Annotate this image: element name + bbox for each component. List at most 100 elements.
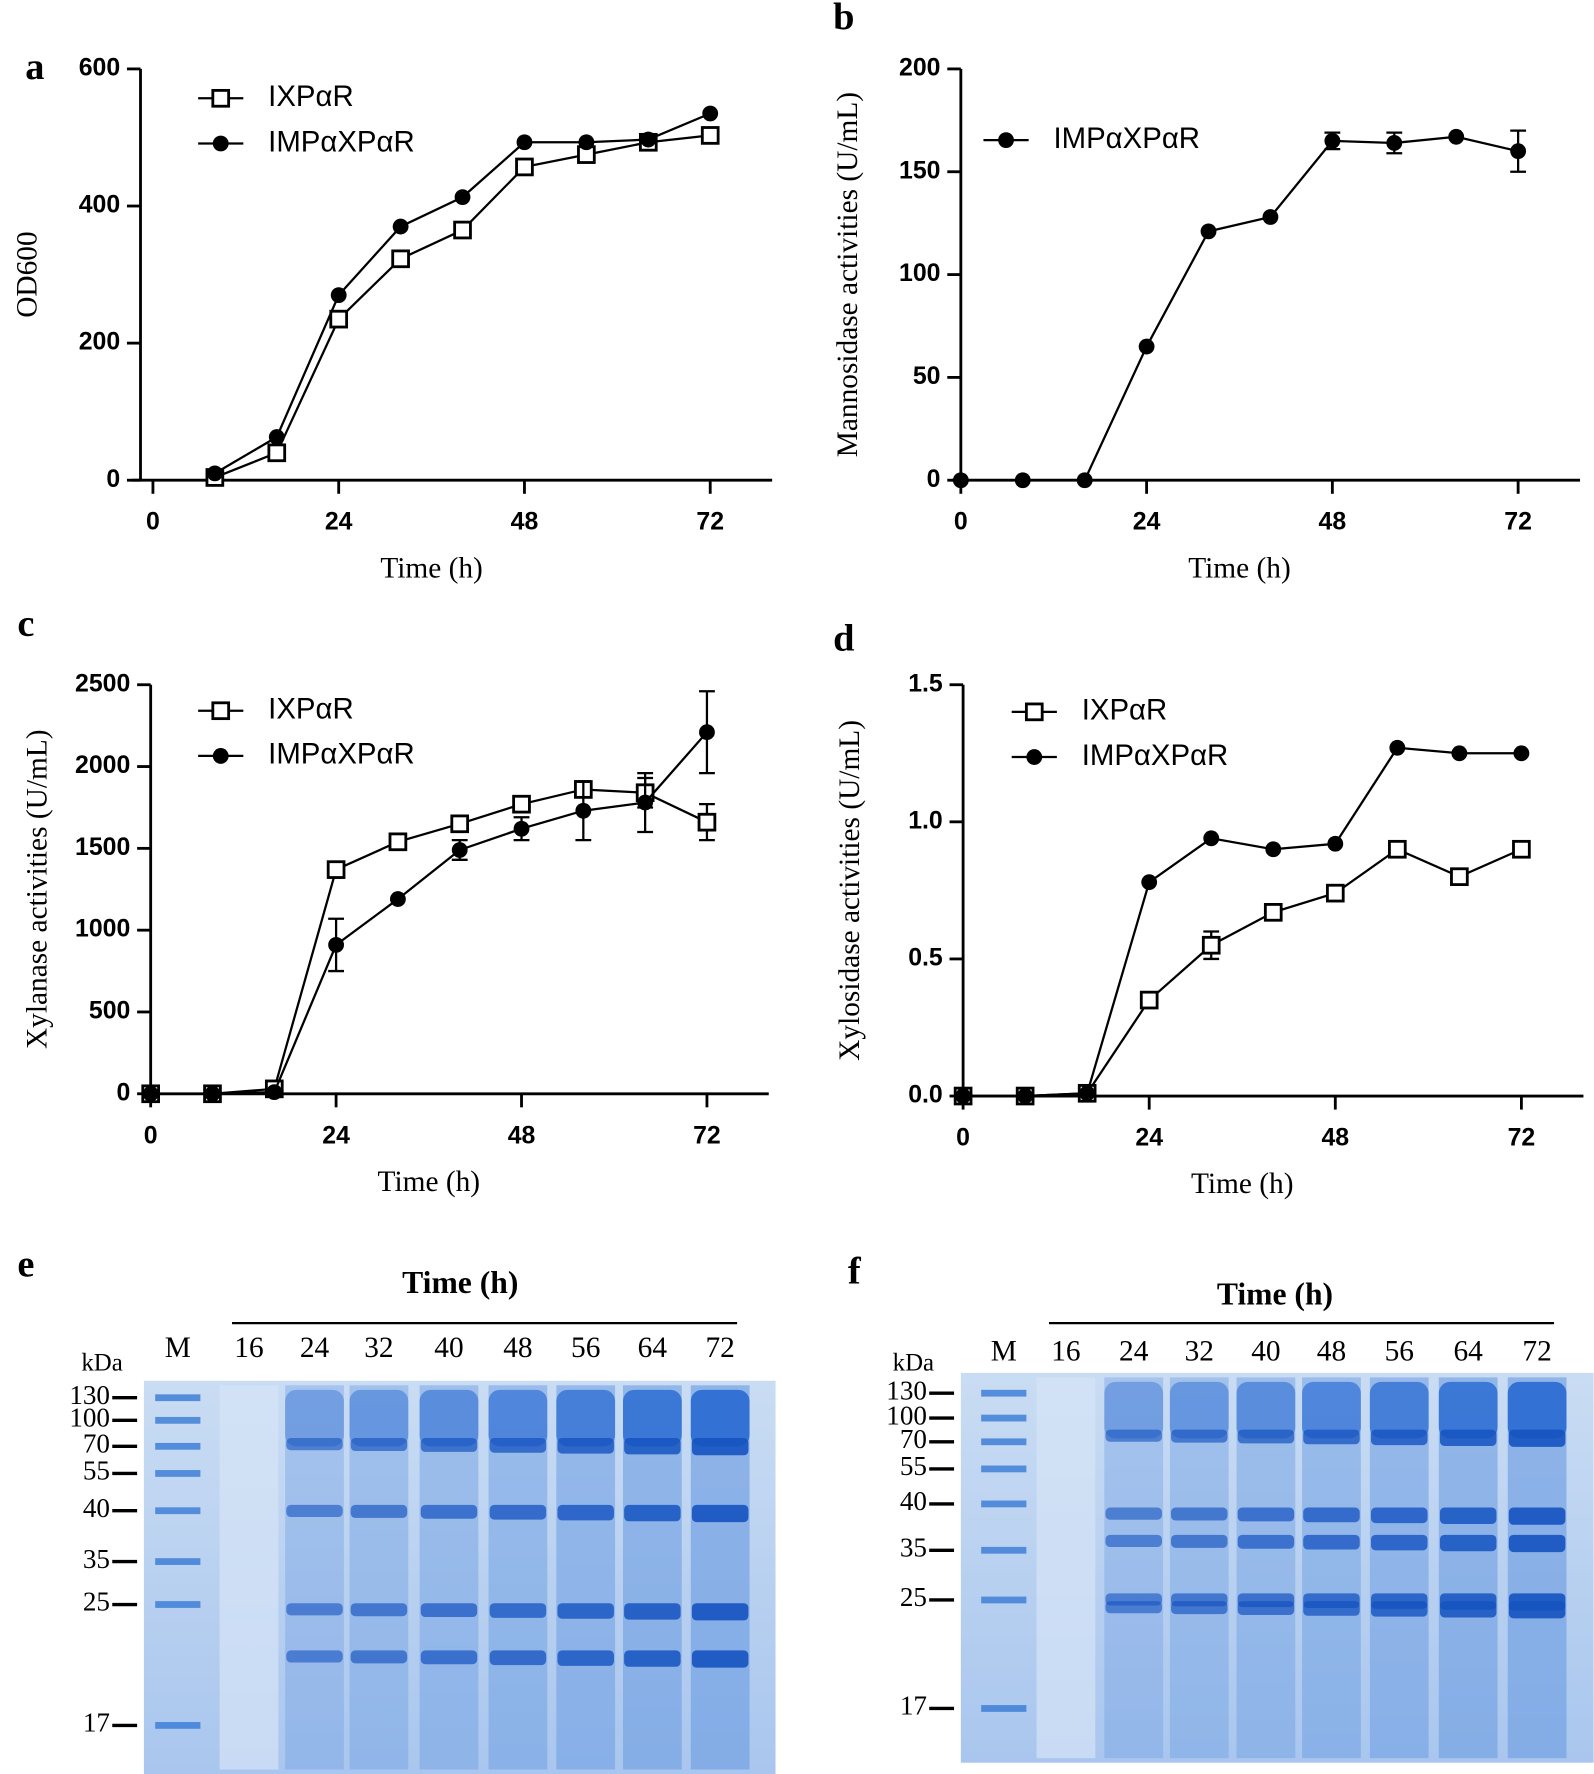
legend-marker — [998, 132, 1014, 149]
ladder-band — [155, 1601, 201, 1608]
series-line — [963, 746, 1522, 1098]
lane-band — [691, 1650, 749, 1668]
lane-label: M — [991, 1335, 1017, 1367]
marker — [1324, 132, 1341, 149]
y-tick-label: 150 — [899, 157, 940, 184]
marker — [268, 429, 285, 445]
x-tick-label: 0 — [144, 1122, 158, 1149]
panel-letter: f — [848, 1250, 862, 1292]
panel-letter: b — [833, 0, 854, 38]
marker — [1076, 472, 1093, 489]
lane-band — [1237, 1601, 1295, 1615]
y-tick-label: 50 — [913, 363, 941, 390]
x-tick-label: 0 — [146, 509, 160, 536]
y-axis-title: Mannosidase activities (U/mL) — [832, 92, 864, 457]
lane-band — [1439, 1601, 1497, 1618]
lane-top-band — [622, 1389, 682, 1447]
x-axis-title: Time (h) — [1191, 1168, 1293, 1200]
lane-band — [1371, 1534, 1428, 1551]
marker — [450, 814, 470, 834]
marker — [1325, 883, 1345, 903]
marker — [1200, 223, 1217, 240]
y-tick-label: 2500 — [75, 670, 130, 697]
marker — [1510, 143, 1527, 160]
y-tick-label: 0 — [927, 466, 941, 493]
marker-label: 35 — [83, 1544, 110, 1574]
marker — [1512, 839, 1531, 859]
lane-band — [557, 1603, 614, 1619]
lane-label: 72 — [1522, 1335, 1551, 1367]
marker — [454, 189, 471, 206]
lane-band — [489, 1438, 547, 1453]
lane-band — [1171, 1429, 1228, 1443]
lane-band — [1439, 1429, 1497, 1446]
lane-top-band — [285, 1389, 344, 1447]
lane-band — [557, 1650, 614, 1666]
lane-band — [691, 1504, 749, 1523]
marker — [1265, 841, 1282, 858]
lane-band — [1105, 1429, 1162, 1442]
ladder-band — [981, 1438, 1027, 1446]
lane-band — [1171, 1534, 1228, 1548]
panel-letter: c — [17, 603, 34, 645]
marker — [1450, 867, 1469, 887]
ladder-band — [981, 1389, 1027, 1397]
marker — [1138, 338, 1155, 355]
lane-label: 48 — [1317, 1335, 1346, 1367]
y-axis-title: Xylanase activities (U/mL) — [22, 729, 54, 1049]
legend-label: IMPαXPαR — [1082, 739, 1229, 772]
ladder-band — [155, 1507, 201, 1515]
lane-label: 40 — [434, 1332, 463, 1364]
marker — [267, 443, 287, 463]
y-tick-label: 600 — [79, 54, 120, 81]
x-tick-label: 48 — [508, 1122, 536, 1149]
marker-label: 130 — [69, 1380, 110, 1410]
legend-label: IMPαXPαR — [268, 125, 415, 158]
y-tick-label: 1000 — [75, 916, 130, 943]
marker — [1263, 903, 1283, 922]
series-line — [214, 112, 711, 475]
lane-band — [350, 1650, 408, 1664]
x-tick-label: 48 — [1321, 1125, 1349, 1152]
lane-band — [624, 1438, 681, 1455]
y-axis-title: Xylosidase activities (U/mL) — [834, 720, 866, 1061]
marker — [1262, 209, 1279, 225]
lane-band — [489, 1603, 547, 1618]
y-tick-label: 200 — [899, 54, 940, 81]
ladder-band — [155, 1470, 201, 1477]
lane-top-band — [1104, 1381, 1164, 1439]
lane-label: 48 — [503, 1332, 532, 1364]
lane-band — [1237, 1507, 1295, 1522]
lane-label: 64 — [1454, 1335, 1484, 1367]
marker-label: 70 — [900, 1424, 927, 1454]
x-tick-label: 72 — [693, 1122, 721, 1149]
legend-marker — [211, 88, 231, 108]
x-tick-label: 0 — [956, 1125, 970, 1152]
lane-band — [1371, 1429, 1428, 1446]
lane — [219, 1385, 279, 1770]
marker — [1451, 745, 1468, 762]
lane-label: 64 — [638, 1332, 668, 1364]
legend-marker — [1026, 749, 1043, 765]
lane-band — [557, 1504, 614, 1521]
marker — [955, 1088, 972, 1104]
series-line — [963, 847, 1522, 1098]
lane-band — [1105, 1601, 1162, 1614]
marker-label: 55 — [900, 1451, 927, 1481]
series-line — [150, 788, 708, 1095]
lane-top-band — [349, 1389, 409, 1447]
marker — [1201, 935, 1221, 955]
lane-label: 56 — [571, 1332, 600, 1364]
lane-label: 16 — [1051, 1335, 1080, 1367]
marker — [515, 157, 534, 177]
marker — [453, 220, 472, 240]
y-tick-label: 0 — [106, 466, 120, 493]
lane-band — [691, 1438, 749, 1456]
marker — [451, 842, 468, 858]
lane-label: 40 — [1251, 1335, 1280, 1367]
y-tick-label: 2000 — [75, 752, 130, 779]
lane-top-band — [556, 1389, 616, 1447]
lane-label: M — [165, 1332, 191, 1364]
ladder-band — [155, 1558, 201, 1565]
